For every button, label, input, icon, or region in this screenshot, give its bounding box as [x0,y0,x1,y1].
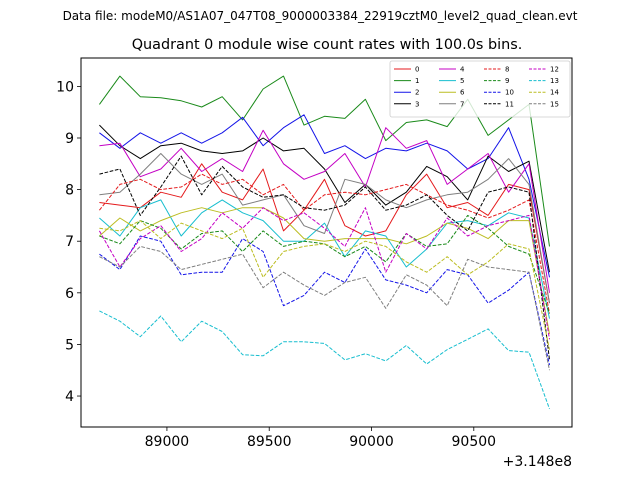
legend-label-3: 3 [415,100,419,108]
series-line-0 [99,163,550,304]
legend-label-12: 12 [550,66,559,74]
legend-label-2: 2 [415,89,419,97]
y-tick-label: 10 [56,79,74,95]
series-line-14 [99,220,550,350]
series-line-15 [99,245,550,371]
series-line-6 [99,207,550,335]
series-line-10 [99,235,550,366]
series-line-13 [99,310,550,410]
series-line-8 [99,173,550,314]
legend-label-10: 10 [505,89,514,97]
plot-frame [80,57,573,428]
x-tick-label: 90000 [349,434,394,450]
legend-label-15: 15 [550,100,559,108]
legend-label-7: 7 [460,100,464,108]
y-tick-label: 6 [65,286,74,302]
legend-label-11: 11 [505,100,514,108]
legend-label-0: 0 [415,66,419,74]
figure-suptitle: Data file: modeM0/AS1A07_047T08_90000033… [63,9,578,23]
x-tick-label: 89000 [145,434,190,450]
y-tick-label: 9 [65,131,74,147]
legend-label-8: 8 [505,66,509,74]
y-tick-label: 8 [65,183,74,199]
series-layer [98,75,550,410]
legend-label-1: 1 [415,77,419,85]
x-tick-label: 90500 [452,434,497,450]
legend-frame [389,60,571,118]
series-line-12 [98,207,550,340]
series-line-3 [99,124,550,273]
y-tick-label: 4 [65,389,74,405]
legend-label-14: 14 [550,89,559,97]
x-offset-label: +3.148e8 [503,454,572,470]
series-line-5 [99,199,550,319]
chart-title: Quadrant 0 module wise count rates with … [132,37,523,53]
y-axis: 4 5 6 7 8 9 10 [56,79,81,405]
series-line-11 [99,155,550,360]
y-tick-label: 7 [65,234,74,250]
y-tick-label: 5 [65,337,74,353]
legend-label-13: 13 [550,77,559,85]
legend-label-9: 9 [505,77,509,85]
series-line-4 [99,127,550,293]
series-line-9 [99,214,550,314]
series-line-2 [99,114,550,278]
x-axis: 89000 89500 90000 90500 [145,427,496,450]
legend-label-6: 6 [460,89,465,97]
x-tick-label: 89500 [247,434,292,450]
legend-label-5: 5 [460,77,464,85]
legend-label-4: 4 [460,66,465,74]
